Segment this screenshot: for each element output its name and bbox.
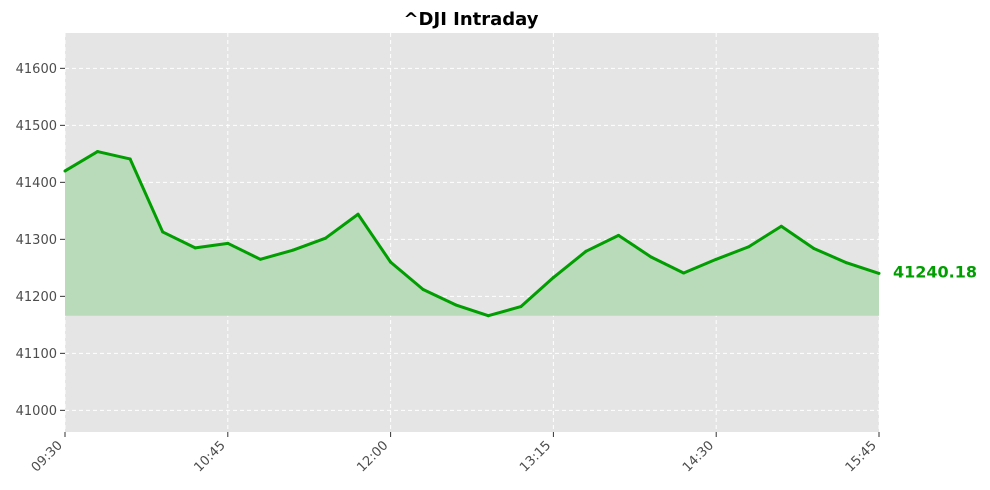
data-point [193, 246, 197, 250]
x-tick-label: 15:45 [843, 438, 880, 475]
data-point [128, 157, 132, 161]
data-point [584, 249, 588, 253]
y-tick-label: 41300 [16, 233, 57, 248]
x-tick-label: 13:15 [517, 438, 554, 475]
x-axis: 09:30 10:45 12:00 13:15 14:30 15:45 [29, 432, 880, 475]
data-point [682, 271, 686, 275]
data-point [161, 230, 165, 234]
data-point [258, 257, 262, 261]
data-point [877, 271, 881, 275]
data-points [63, 150, 881, 318]
area-fill [65, 151, 879, 316]
data-point [96, 150, 100, 154]
data-point [812, 246, 816, 250]
y-tick-label: 41500 [16, 119, 57, 134]
data-point [226, 241, 230, 245]
data-point [551, 276, 555, 280]
data-point [291, 248, 295, 252]
data-point [844, 261, 848, 265]
y-tick-label: 41400 [16, 176, 57, 191]
last-value-label: 41240.18 [893, 262, 977, 281]
series-line [64, 150, 880, 318]
data-point [454, 303, 458, 307]
x-tick-label: 10:45 [192, 438, 229, 475]
data-point [617, 233, 621, 237]
y-tick-label: 41600 [16, 62, 57, 77]
data-point [421, 288, 425, 291]
chart-title: ^DJI Intraday [403, 9, 538, 30]
x-tick-label: 09:30 [29, 438, 66, 475]
y-axis: 41000 41100 41200 41300 41400 41500 41600 [16, 62, 65, 419]
data-point [649, 255, 653, 259]
data-point [389, 260, 393, 264]
y-tick-label: 41200 [16, 290, 57, 305]
data-point [714, 257, 718, 261]
x-tick-label: 12:00 [354, 438, 391, 475]
plot-area [65, 33, 879, 432]
data-point [779, 224, 783, 228]
data-point [63, 169, 67, 173]
y-tick-label: 41100 [16, 347, 57, 362]
data-point [747, 245, 751, 249]
y-tick-label: 41000 [16, 404, 57, 419]
x-tick-label: 14:30 [680, 438, 717, 475]
data-point [486, 314, 490, 318]
data-point [323, 236, 327, 240]
data-point [519, 305, 523, 309]
data-point [356, 212, 360, 216]
